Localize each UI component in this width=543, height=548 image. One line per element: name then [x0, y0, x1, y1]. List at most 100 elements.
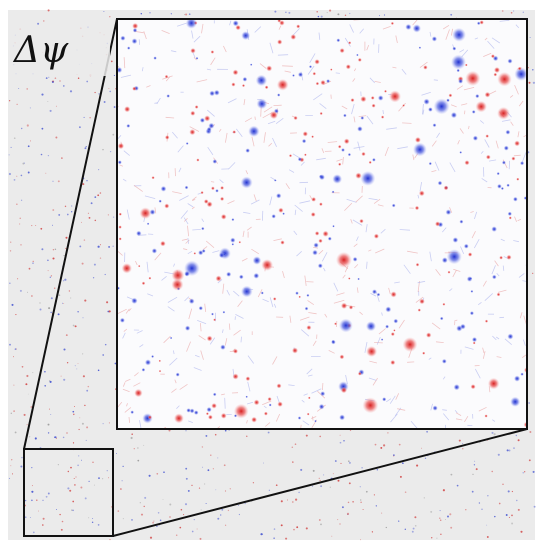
- speckle: [149, 12, 151, 14]
- speckle: [450, 474, 452, 476]
- vortex: [435, 221, 440, 226]
- vortex: [486, 155, 491, 160]
- speckle: [399, 444, 401, 446]
- vortex: [426, 332, 431, 337]
- speckle: [55, 77, 57, 79]
- speckle: [298, 492, 300, 494]
- speckle: [163, 499, 164, 500]
- speckle: [39, 302, 40, 303]
- vortex: [469, 277, 472, 280]
- speckle: [295, 443, 297, 445]
- speckle: [340, 463, 341, 464]
- vortex: [428, 107, 433, 112]
- speckle: [71, 211, 72, 212]
- vortex: [391, 22, 394, 25]
- speckle: [11, 147, 12, 148]
- vortex: [320, 112, 323, 115]
- speckle: [319, 436, 321, 438]
- speckle: [10, 242, 11, 243]
- speckle: [41, 248, 43, 250]
- vortex: [390, 291, 396, 297]
- speckle: [58, 313, 60, 315]
- speckle: [69, 490, 71, 492]
- vortex: [472, 337, 477, 342]
- vortex: [458, 79, 463, 84]
- vortex: [295, 291, 299, 295]
- speckle: [331, 536, 332, 537]
- speckle: [144, 497, 146, 499]
- vortex: [307, 413, 310, 416]
- speckle: [360, 539, 361, 540]
- speckle: [46, 496, 48, 498]
- speckle: [375, 444, 377, 446]
- vortex: [201, 227, 204, 230]
- vortex: [132, 87, 136, 91]
- speckle: [431, 537, 432, 538]
- speckle: [220, 514, 221, 515]
- vortex: [195, 105, 199, 109]
- speckle: [186, 478, 188, 480]
- speckle: [268, 432, 270, 434]
- speckle: [31, 295, 33, 297]
- vortex: [473, 342, 476, 345]
- speckle: [47, 259, 49, 261]
- vortex: [220, 197, 224, 201]
- vortex: [423, 65, 428, 70]
- speckle: [9, 283, 10, 284]
- speckle: [306, 435, 308, 437]
- speckle: [206, 503, 207, 504]
- speckle: [91, 202, 93, 204]
- vortex: [468, 252, 472, 256]
- speckle: [274, 528, 276, 530]
- vortex: [449, 94, 453, 98]
- speckle: [45, 173, 46, 174]
- speckle: [509, 450, 511, 452]
- speckle: [430, 511, 432, 513]
- vortex: [304, 153, 307, 156]
- speckle: [439, 518, 440, 519]
- speckle: [53, 181, 54, 182]
- speckle: [31, 491, 33, 493]
- speckle: [342, 506, 344, 508]
- speckle: [11, 459, 12, 460]
- vortex: [442, 303, 445, 306]
- vortex: [416, 263, 420, 267]
- speckle: [295, 499, 297, 501]
- vortex: [504, 146, 509, 151]
- vortex: [269, 404, 272, 407]
- speckle: [141, 13, 142, 14]
- vortex: [360, 96, 366, 102]
- speckle: [109, 91, 111, 93]
- speckle: [509, 517, 510, 518]
- speckle: [499, 503, 501, 505]
- vortex: [164, 203, 169, 208]
- speckle: [181, 509, 183, 511]
- vortex: [165, 75, 169, 79]
- speckle: [376, 505, 377, 506]
- vortex: [348, 277, 351, 280]
- vortex: [488, 378, 500, 390]
- vortex: [422, 352, 425, 355]
- vortex: [161, 186, 167, 192]
- speckle: [41, 128, 43, 130]
- vortex: [261, 259, 273, 271]
- speckle: [296, 526, 298, 528]
- vortex: [159, 370, 161, 372]
- speckle: [292, 446, 294, 448]
- vortex: [423, 99, 429, 105]
- speckle: [405, 529, 406, 530]
- vortex: [518, 67, 522, 71]
- vortex: [471, 384, 476, 389]
- speckle: [48, 307, 50, 309]
- speckle: [459, 440, 461, 442]
- vortex: [464, 244, 469, 249]
- speckle: [9, 344, 11, 346]
- vortex: [292, 347, 298, 353]
- speckle: [79, 126, 81, 128]
- speckle: [14, 179, 16, 181]
- speckle: [98, 93, 99, 94]
- speckle: [533, 82, 535, 84]
- speckle: [169, 516, 171, 518]
- speckle: [269, 490, 270, 491]
- speckle: [52, 257, 54, 259]
